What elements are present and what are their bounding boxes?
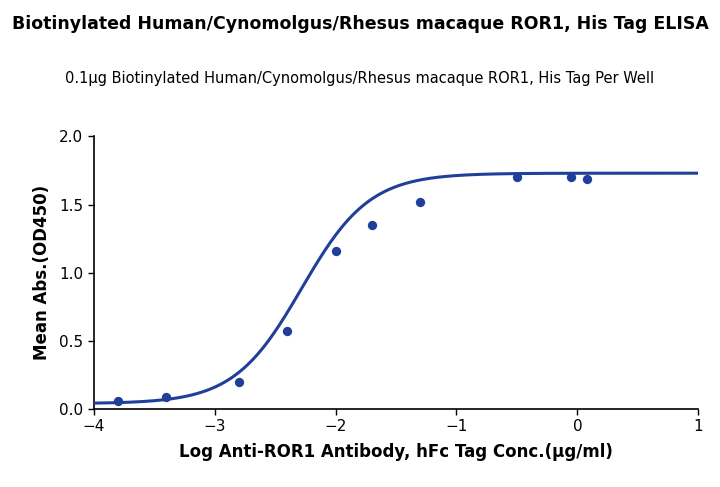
Point	[366, 221, 377, 229]
Point	[415, 198, 426, 206]
Point	[581, 175, 593, 183]
Point	[233, 378, 245, 386]
Point	[282, 327, 293, 335]
Point	[511, 173, 523, 181]
Point	[112, 397, 124, 405]
Text: 0.1µg Biotinylated Human/Cynomolgus/Rhesus macaque ROR1, His Tag Per Well: 0.1µg Biotinylated Human/Cynomolgus/Rhes…	[66, 71, 654, 86]
X-axis label: Log Anti-ROR1 Antibody, hFc Tag Conc.(µg/ml): Log Anti-ROR1 Antibody, hFc Tag Conc.(µg…	[179, 443, 613, 461]
Point	[566, 173, 577, 181]
Y-axis label: Mean Abs.(OD450): Mean Abs.(OD450)	[32, 185, 50, 360]
Point	[161, 393, 172, 401]
Point	[330, 247, 341, 255]
Text: Biotinylated Human/Cynomolgus/Rhesus macaque ROR1, His Tag ELISA: Biotinylated Human/Cynomolgus/Rhesus mac…	[12, 15, 708, 33]
